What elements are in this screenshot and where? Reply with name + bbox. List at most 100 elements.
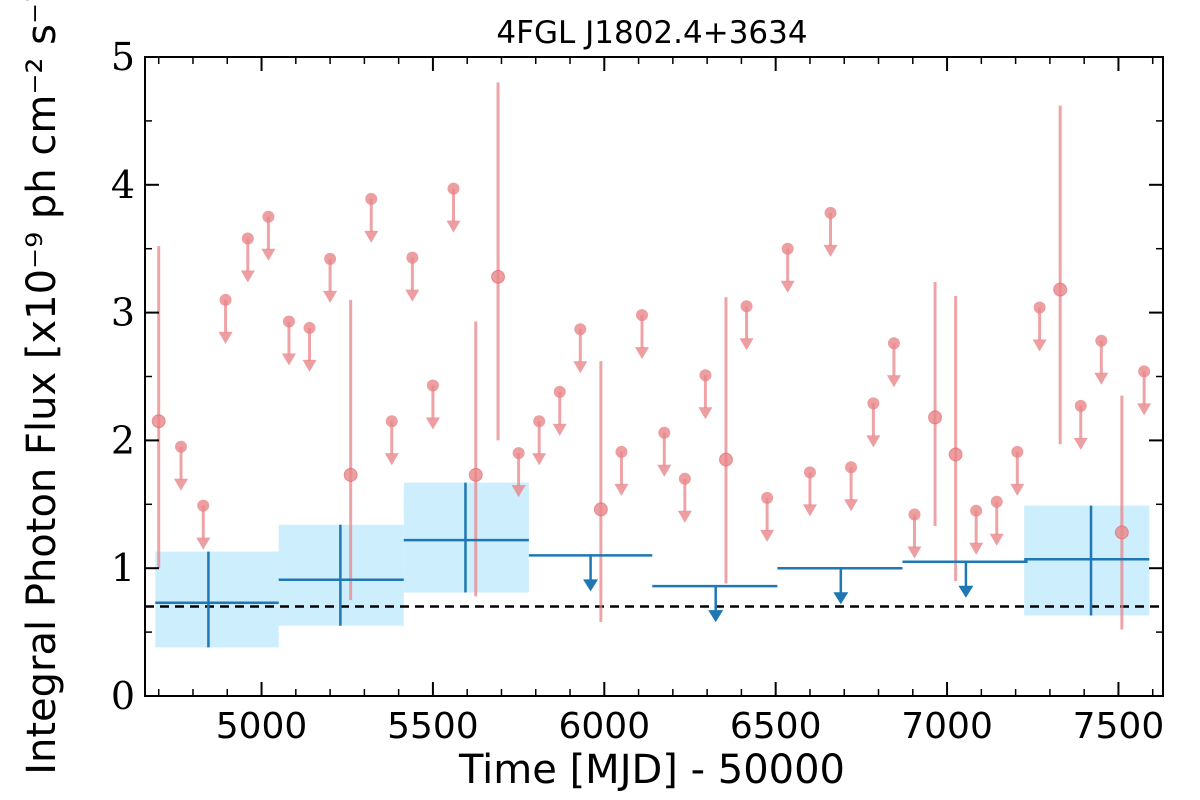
y-tick-label: 5 (111, 35, 135, 79)
short-bin-upper-limit-point (174, 440, 187, 453)
x-tick-label: 6500 (730, 706, 822, 747)
short-bin-upper-limit-arrow (384, 453, 399, 466)
short-bin-upper-limit-arrow (218, 331, 233, 344)
short-bin-upper-limit-point (385, 415, 398, 428)
short-bin-upper-limit-arrow (261, 248, 276, 261)
short-bin-upper-limit-arrow (760, 529, 775, 542)
short-bin-upper-limit-point (781, 242, 794, 255)
short-bin-upper-limit-point (365, 192, 378, 205)
short-bin-upper-limit-point (824, 206, 837, 219)
short-bin-upper-limit-arrow (552, 423, 567, 436)
short-bin-upper-limit-arrow (844, 499, 859, 512)
short-bin-upper-limit-arrow (739, 338, 754, 351)
x-tick-label: 6000 (558, 706, 650, 747)
short-bin-upper-limit-point (990, 495, 1003, 508)
long-bin-upper-limit-arrow (958, 585, 974, 598)
short-bin-upper-limit-arrow (573, 361, 588, 374)
short-bin-upper-limit-arrow (907, 546, 922, 559)
long-bin-series (155, 482, 1150, 648)
long-bin-error-band (155, 551, 279, 648)
long-bin-error-bands (155, 482, 1150, 648)
short-bin-upper-limit-arrow (677, 510, 692, 523)
short-bin-upper-limit-point (324, 252, 337, 265)
short-bin-upper-limit-point (740, 300, 753, 313)
long-bin-upper-limit-arrow (583, 579, 599, 592)
x-tick-label: 7000 (901, 706, 993, 747)
long-bin-upper-limit-arrow (708, 610, 724, 623)
short-bin-upper-limit-point (1138, 365, 1151, 378)
short-bin-upper-limit-point (803, 466, 816, 479)
short-bin-upper-limit-arrow (405, 289, 420, 302)
short-bin-upper-limit-arrow (302, 359, 317, 372)
short-bin-upper-limit-arrow (802, 504, 817, 517)
short-bin-upper-limit-point (845, 461, 858, 474)
short-bin-upper-limit-arrow (614, 483, 629, 496)
short-bin-upper-limit-arrow (1094, 372, 1109, 385)
short-bin-upper-limit-point (553, 385, 566, 398)
short-bin-upper-limit-point (615, 445, 628, 458)
short-bin-upper-limit-point (761, 491, 774, 504)
long-bin-upper-limit-arrow (833, 592, 849, 605)
short-bin-upper-limit-point (658, 426, 671, 439)
short-bin-point (151, 414, 166, 429)
short-bin-point (1114, 525, 1129, 540)
short-bin-upper-limit-arrow (1010, 483, 1025, 496)
x-tick-label: 5000 (216, 706, 308, 747)
short-bin-upper-limit-arrow (635, 347, 650, 360)
short-bin-upper-limit-point (908, 508, 921, 521)
short-bin-upper-limit-point (406, 251, 419, 264)
short-bin-upper-limit-point (970, 504, 983, 517)
short-bin-upper-limit-arrow (281, 353, 296, 366)
short-bin-point (948, 447, 963, 462)
short-bin-upper-limit-point (867, 397, 880, 410)
y-tick-label: 1 (111, 546, 135, 590)
short-bin-point (1053, 282, 1068, 297)
short-bin-point (468, 467, 483, 482)
short-bin-upper-limit-arrow (446, 220, 461, 233)
short-bin-upper-limit-point (426, 379, 439, 392)
short-bin-upper-limit-arrow (1073, 437, 1088, 450)
short-bin-upper-limit-point (282, 315, 295, 328)
short-bin-upper-limit-point (303, 321, 316, 334)
short-bin-upper-limit-arrow (323, 290, 338, 303)
long-bin-error-band (1024, 505, 1150, 616)
x-axis-label: Time [MJD] - 50000 (458, 747, 845, 793)
short-bin-upper-limit-arrow (425, 417, 440, 430)
short-bin-upper-limit-point (574, 323, 587, 336)
short-bin-upper-limit-arrow (989, 533, 1004, 546)
y-tick-label: 2 (111, 418, 135, 462)
short-bin-point (343, 467, 358, 482)
chart-title: 4FGL J1802.4+3634 (496, 15, 807, 51)
y-tick-label: 0 (111, 674, 135, 718)
y-axis-label: Integral Photon Flux [x10⁻⁹ ph cm⁻² s⁻¹] (19, 0, 65, 775)
short-bin-upper-limit-point (678, 472, 691, 485)
short-bin-upper-limit-point (1095, 334, 1108, 347)
short-bin-upper-limit-point (1011, 445, 1024, 458)
short-bin-upper-limit-point (262, 210, 275, 223)
short-bin-upper-limit-point (512, 447, 525, 460)
short-bin-upper-limit-arrow (698, 407, 713, 420)
short-bin-upper-limit-point (197, 499, 210, 512)
y-tick-label: 4 (111, 163, 135, 207)
short-bin-upper-limit-arrow (173, 478, 188, 491)
short-bin-upper-limit-point (887, 337, 900, 350)
short-bin-upper-limit-point (241, 232, 254, 245)
short-bin-upper-limit-point (1033, 301, 1046, 314)
short-bin-series (151, 82, 1152, 630)
short-bin-upper-limit-arrow (780, 280, 795, 293)
short-bin-point (718, 452, 733, 467)
short-bin-point (928, 410, 943, 425)
y-tick-label: 3 (111, 291, 135, 335)
short-bin-upper-limit-arrow (364, 230, 379, 243)
short-bin-upper-limit-arrow (196, 537, 211, 550)
short-bin-upper-limit-arrow (866, 435, 881, 448)
short-bin-upper-limit-arrow (1137, 403, 1152, 416)
axis-ticks: 5000 5500 6000 6500 7000 7500 0 1 2 3 4 5 (111, 35, 1164, 747)
short-bin-upper-limit-arrow (532, 453, 547, 466)
short-bin-upper-limit-point (636, 309, 649, 322)
x-tick-label: 7500 (1073, 706, 1165, 747)
short-bin-upper-limit-point (533, 415, 546, 428)
short-bin-upper-limit-arrow (1032, 339, 1047, 352)
short-bin-upper-limit-arrow (511, 485, 526, 498)
